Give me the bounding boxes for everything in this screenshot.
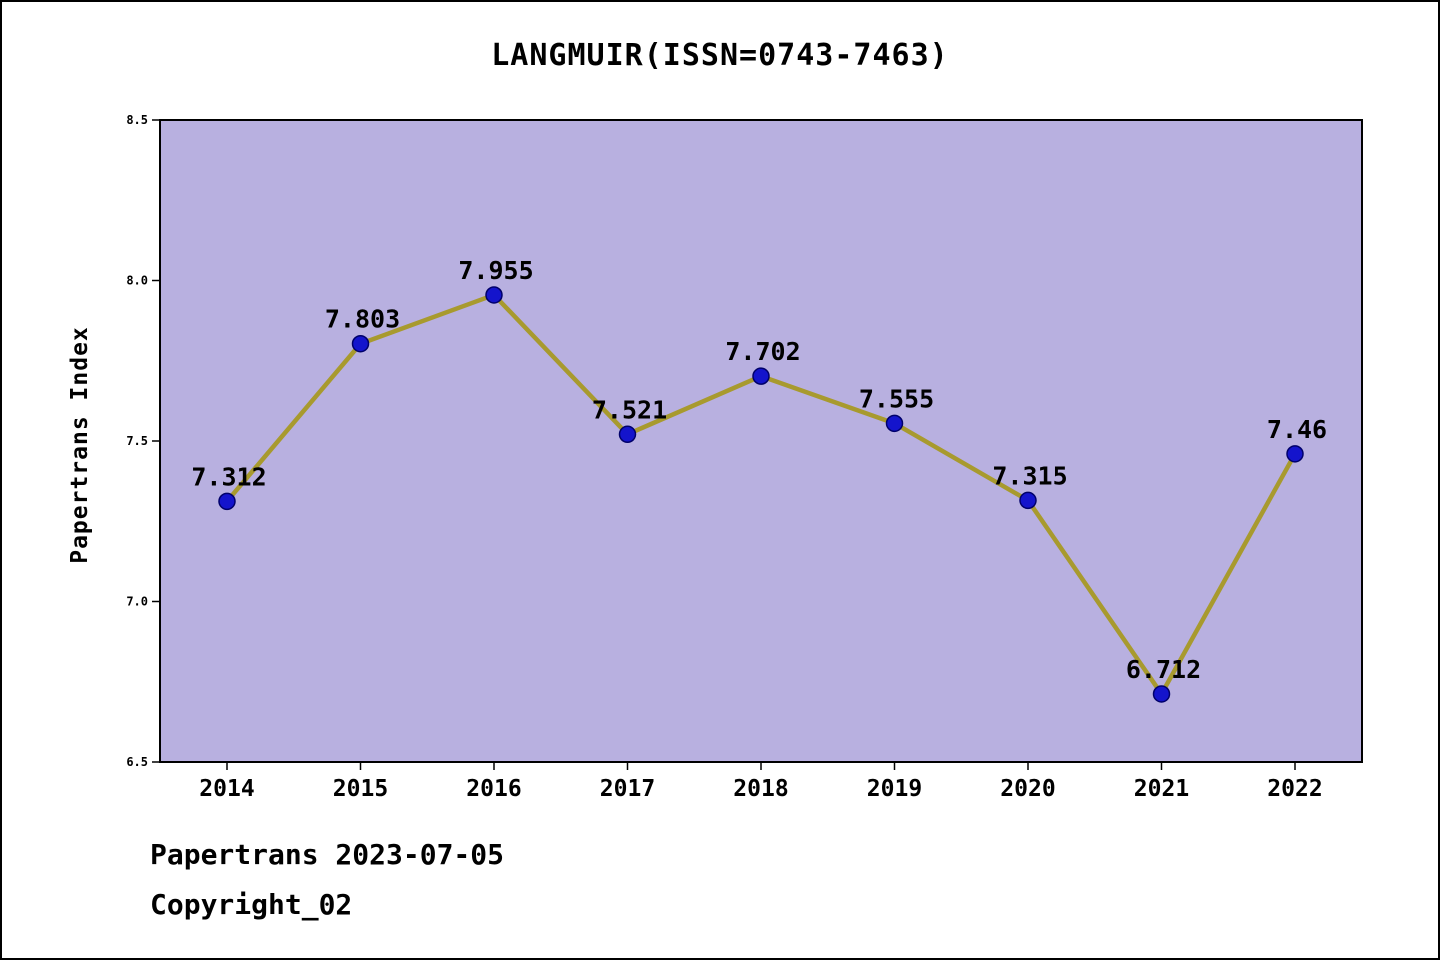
footer-copyright: Copyright_02: [150, 888, 353, 921]
point-label: 7.46: [1267, 415, 1327, 444]
point-label: 7.312: [191, 462, 266, 491]
x-tick-label: 2014: [199, 776, 254, 802]
x-tick-label: 2017: [600, 776, 655, 802]
chart-title: LANGMUIR(ISSN=0743-7463): [491, 38, 949, 73]
axis-frame: [159, 119, 1363, 763]
point-label: 7.315: [992, 461, 1067, 490]
y-tick-label: 7.5: [126, 434, 148, 448]
y-tick-label: 8.0: [126, 274, 148, 288]
data-point: [752, 367, 770, 385]
point-label: 7.555: [859, 384, 934, 413]
x-tick-label: 2022: [1267, 776, 1322, 802]
point-label: 7.803: [325, 305, 400, 334]
data-point: [1019, 491, 1037, 510]
point-label: 7.521: [592, 395, 667, 424]
data-point: [885, 414, 904, 433]
footer-date: Papertrans 2023-07-05: [150, 838, 505, 871]
y-tick-label: 8.5: [126, 113, 148, 127]
data-point: [485, 286, 503, 304]
point-label: 7.955: [458, 256, 533, 285]
x-tick-label: 2016: [466, 776, 521, 802]
data-point: [618, 425, 637, 444]
x-tick-label: 2018: [733, 776, 788, 802]
x-tick-label: 2021: [1134, 776, 1189, 802]
x-tick-label: 2015: [333, 776, 388, 802]
point-label: 6.712: [1126, 655, 1201, 684]
x-tick-label: 2020: [1000, 776, 1055, 802]
y-tick-label: 6.5: [126, 755, 148, 769]
data-point: [1152, 685, 1171, 703]
data-point: [218, 492, 236, 511]
plot-area: [160, 120, 1362, 762]
y-tick-label: 7.0: [126, 595, 148, 609]
point-label: 7.702: [725, 337, 800, 366]
data-point: [1286, 445, 1304, 463]
x-tick-label: 2019: [867, 776, 922, 802]
data-point: [351, 334, 370, 353]
